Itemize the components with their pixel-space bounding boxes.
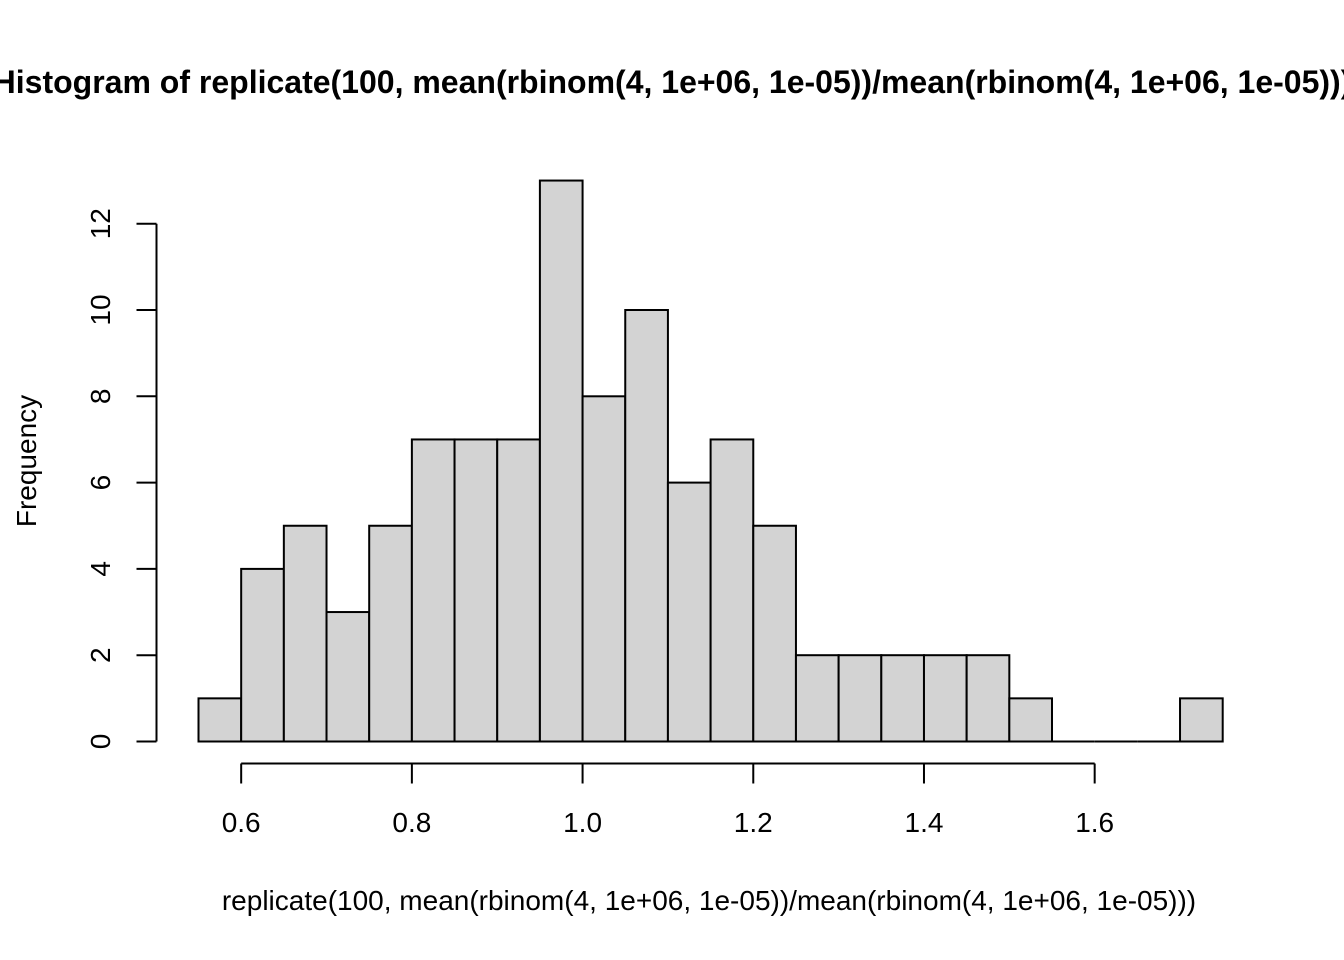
y-tick-label: 0	[85, 734, 116, 750]
histogram-bar	[368, 524, 413, 743]
y-tick-label: 4	[85, 561, 116, 577]
histogram-bar	[538, 179, 584, 743]
histogram-bar	[666, 481, 712, 743]
y-axis-title: Frequency	[11, 395, 42, 527]
y-tick-label: 10	[85, 294, 116, 325]
x-tick-label: 0.6	[222, 807, 261, 838]
y-axis: 0 2 4 6 8 10 12	[85, 208, 158, 750]
histogram-bar	[837, 654, 883, 743]
histogram-bar	[709, 438, 755, 743]
y-tick-label: 6	[85, 475, 116, 491]
chart-title: Histogram of replicate(100, mean(rbinom(…	[0, 64, 1344, 100]
histogram-bar	[624, 309, 669, 743]
x-tick-label: 1.0	[563, 807, 602, 838]
x-tick-label: 0.8	[392, 807, 431, 838]
x-tick-label: 1.2	[734, 807, 773, 838]
histogram-bar	[197, 697, 243, 743]
histogram-bar	[325, 611, 371, 743]
y-tick-label: 8	[85, 389, 116, 405]
histogram-bar	[880, 654, 925, 743]
histogram-bar	[496, 438, 541, 743]
histogram-bar	[453, 438, 499, 743]
histogram-bar	[240, 567, 285, 743]
histogram-bar	[1179, 697, 1224, 743]
histogram-bar	[282, 524, 328, 743]
x-axis-title: replicate(100, mean(rbinom(4, 1e+06, 1e-…	[222, 885, 1196, 916]
y-tick-label: 12	[85, 208, 116, 239]
histogram-bar	[581, 395, 627, 743]
x-tick-label: 1.6	[1075, 807, 1114, 838]
bars-group	[197, 179, 1224, 743]
x-axis: 0.6 0.8 1.0 1.2 1.4 1.6	[222, 762, 1114, 838]
histogram-bar	[410, 438, 456, 743]
x-tick-label: 1.4	[905, 807, 944, 838]
histogram-bar	[922, 654, 968, 743]
histogram-bar	[794, 654, 840, 743]
y-tick-label: 2	[85, 647, 116, 663]
histogram-bar	[965, 654, 1011, 743]
histogram-bar	[752, 524, 797, 743]
histogram-bar	[1008, 697, 1054, 743]
